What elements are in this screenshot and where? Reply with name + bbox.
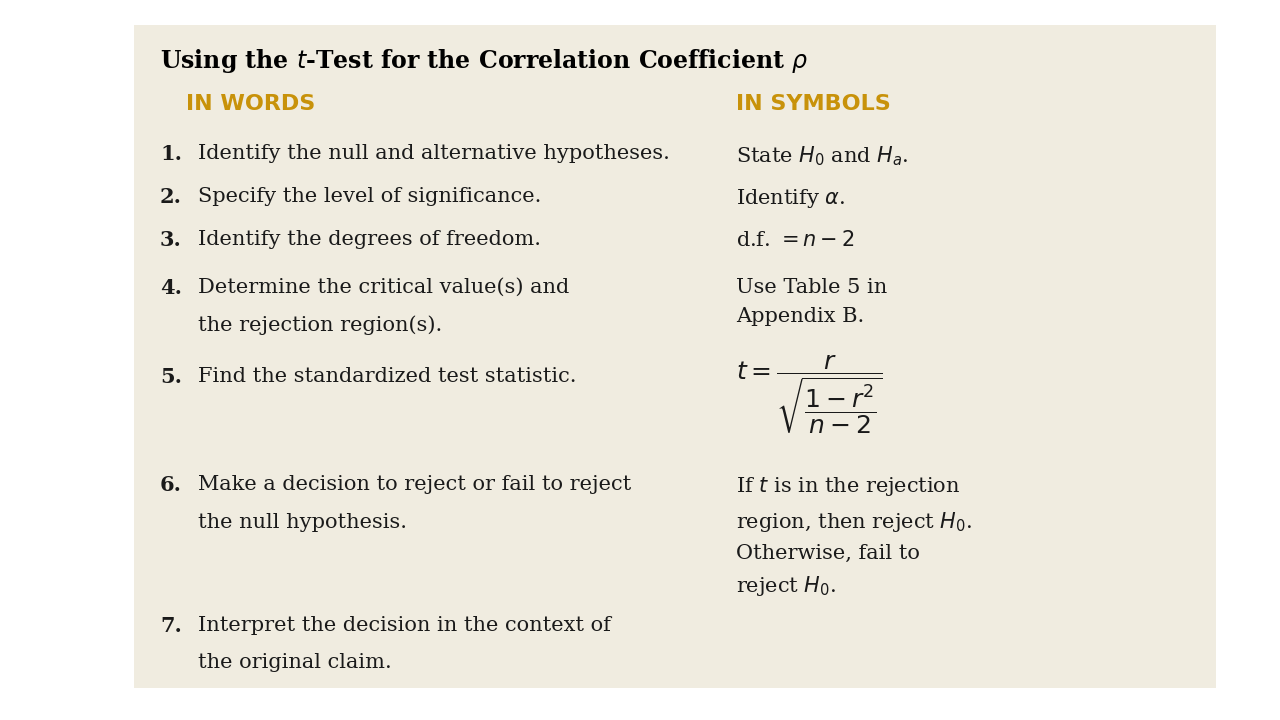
- Text: the original claim.: the original claim.: [198, 653, 392, 672]
- Text: $t = \dfrac{r}{\sqrt{\dfrac{1-r^2}{n-2}}}$: $t = \dfrac{r}{\sqrt{\dfrac{1-r^2}{n-2}}…: [736, 353, 883, 436]
- Text: IN SYMBOLS: IN SYMBOLS: [736, 94, 891, 114]
- Text: the null hypothesis.: the null hypothesis.: [198, 513, 407, 531]
- Text: State $H_0$ and $H_a$.: State $H_0$ and $H_a$.: [736, 144, 909, 168]
- Text: If $t$ is in the rejection
region, then reject $H_0$.
Otherwise, fail to
reject : If $t$ is in the rejection region, then …: [736, 475, 972, 598]
- Text: Identify the degrees of freedom.: Identify the degrees of freedom.: [198, 230, 541, 249]
- Text: Specify the level of significance.: Specify the level of significance.: [198, 187, 541, 206]
- Text: Use Table 5 in
Appendix B.: Use Table 5 in Appendix B.: [736, 278, 887, 325]
- Text: 7.: 7.: [160, 616, 182, 636]
- Text: Determine the critical value(s) and: Determine the critical value(s) and: [198, 278, 570, 297]
- Text: the rejection region(s).: the rejection region(s).: [198, 315, 443, 335]
- Text: 6.: 6.: [160, 475, 182, 495]
- Text: Identify $\alpha$.: Identify $\alpha$.: [736, 187, 845, 210]
- Text: Using the $t$-Test for the Correlation Coefficient $\rho$: Using the $t$-Test for the Correlation C…: [160, 47, 809, 75]
- Text: Make a decision to reject or fail to reject: Make a decision to reject or fail to rej…: [198, 475, 631, 494]
- Text: Identify the null and alternative hypotheses.: Identify the null and alternative hypoth…: [198, 144, 671, 163]
- Text: IN WORDS: IN WORDS: [186, 94, 315, 114]
- Text: 1.: 1.: [160, 144, 182, 164]
- Text: Find the standardized test statistic.: Find the standardized test statistic.: [198, 367, 577, 386]
- Text: Interpret the decision in the context of: Interpret the decision in the context of: [198, 616, 612, 634]
- Text: 4.: 4.: [160, 278, 182, 298]
- Text: d.f. $= n - 2$: d.f. $= n - 2$: [736, 230, 855, 251]
- FancyBboxPatch shape: [134, 25, 1216, 688]
- Text: 5.: 5.: [160, 367, 182, 387]
- Text: 3.: 3.: [160, 230, 182, 251]
- Text: 2.: 2.: [160, 187, 182, 207]
